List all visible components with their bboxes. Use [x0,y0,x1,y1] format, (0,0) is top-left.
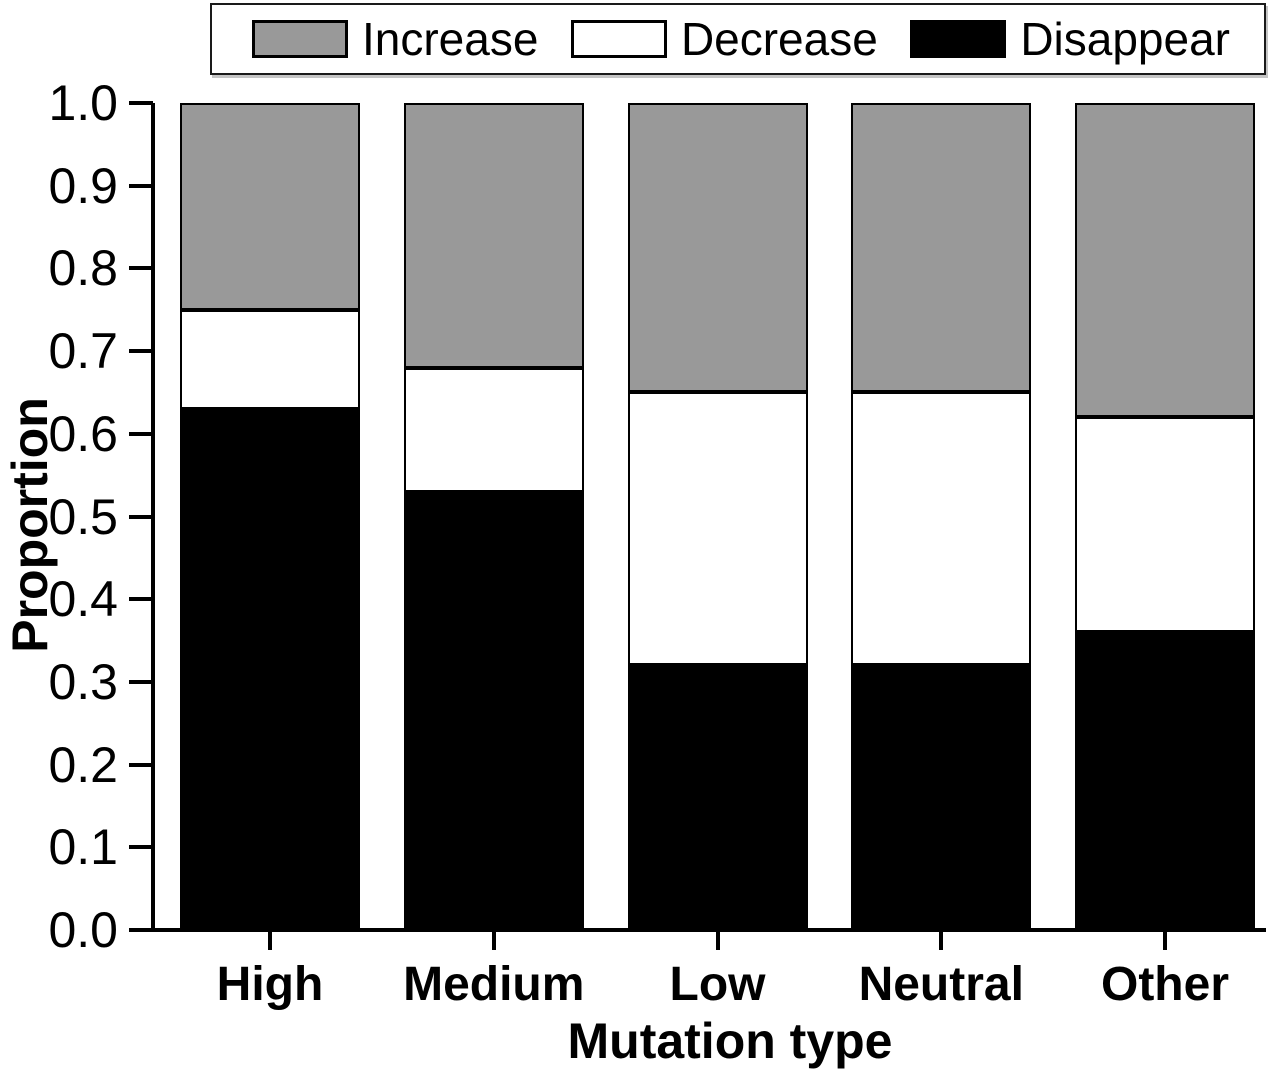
y-tick-label: 0.4 [48,571,118,628]
y-tick [129,762,153,767]
x-category-label: Other [1100,958,1229,1011]
legend-item-disappear: Disappear [910,15,1230,63]
x-tick [491,932,496,950]
legend-item-increase: Increase [252,15,538,63]
y-tick-label: 0.2 [48,736,118,793]
y-tick-label: 0.1 [48,819,118,876]
y-tick [129,928,153,932]
bar-segment-neutral-increase [851,103,1031,392]
x-axis-line [129,928,1266,932]
x-tick [1163,932,1167,950]
x-category-label: High [216,958,324,1011]
x-tick [268,932,272,950]
legend-item-decrease: Decrease [570,13,878,65]
legend-swatch-decrease [570,20,667,58]
y-tick [129,597,153,602]
y-tick [129,679,153,684]
legend: Increase Decrease Disappear [210,3,1266,75]
x-category-label: Low [669,958,766,1011]
y-tick-label: 0.8 [48,240,118,297]
x-category-label: Neutral [858,958,1024,1011]
bar-segment-other-increase [1075,103,1255,417]
y-tick-label: 0.3 [48,653,118,710]
bar-segment-high-disappear [180,409,360,930]
y-tick [129,266,153,271]
y-tick [129,183,153,188]
x-category-label: Medium [403,958,585,1011]
legend-swatch-disappear [910,20,1007,58]
bar-segment-other-decrease [1075,417,1255,632]
bar-segment-low-increase [628,103,808,392]
x-tick [939,932,944,950]
y-tick [129,514,153,519]
x-tick [715,932,720,950]
y-tick [129,845,153,850]
y-tick-label: 0.9 [48,157,118,214]
bar-segment-high-increase [180,103,360,310]
y-tick [129,349,153,354]
y-tick-label: 0.7 [48,323,118,380]
y-tick-label: 0.6 [48,405,118,462]
bar-segment-medium-decrease [404,368,584,492]
bar-segment-medium-disappear [404,492,584,930]
legend-swatch-increase [252,20,348,58]
legend-label-disappear: Disappear [1020,13,1230,65]
y-axis-title: Proportion [2,397,58,653]
legend-label-decrease: Decrease [680,13,878,65]
y-tick-label: 1.0 [48,75,118,131]
bar-segment-high-decrease [180,310,360,409]
x-axis-title: Mutation type [567,1013,893,1069]
bar-segment-low-disappear [628,665,808,930]
bar-segment-neutral-disappear [851,665,1031,930]
y-tick-label: 0.5 [48,488,118,545]
y-tick-label: 0.0 [48,902,118,958]
bar-segment-medium-increase [404,103,584,368]
y-tick [129,431,153,436]
legend-label-increase: Increase [362,13,539,65]
y-axis-line [151,103,155,932]
bar-segment-other-disappear [1075,632,1255,930]
y-tick [129,101,153,105]
bar-segment-neutral-decrease [851,392,1031,665]
bar-segment-low-decrease [628,392,808,665]
